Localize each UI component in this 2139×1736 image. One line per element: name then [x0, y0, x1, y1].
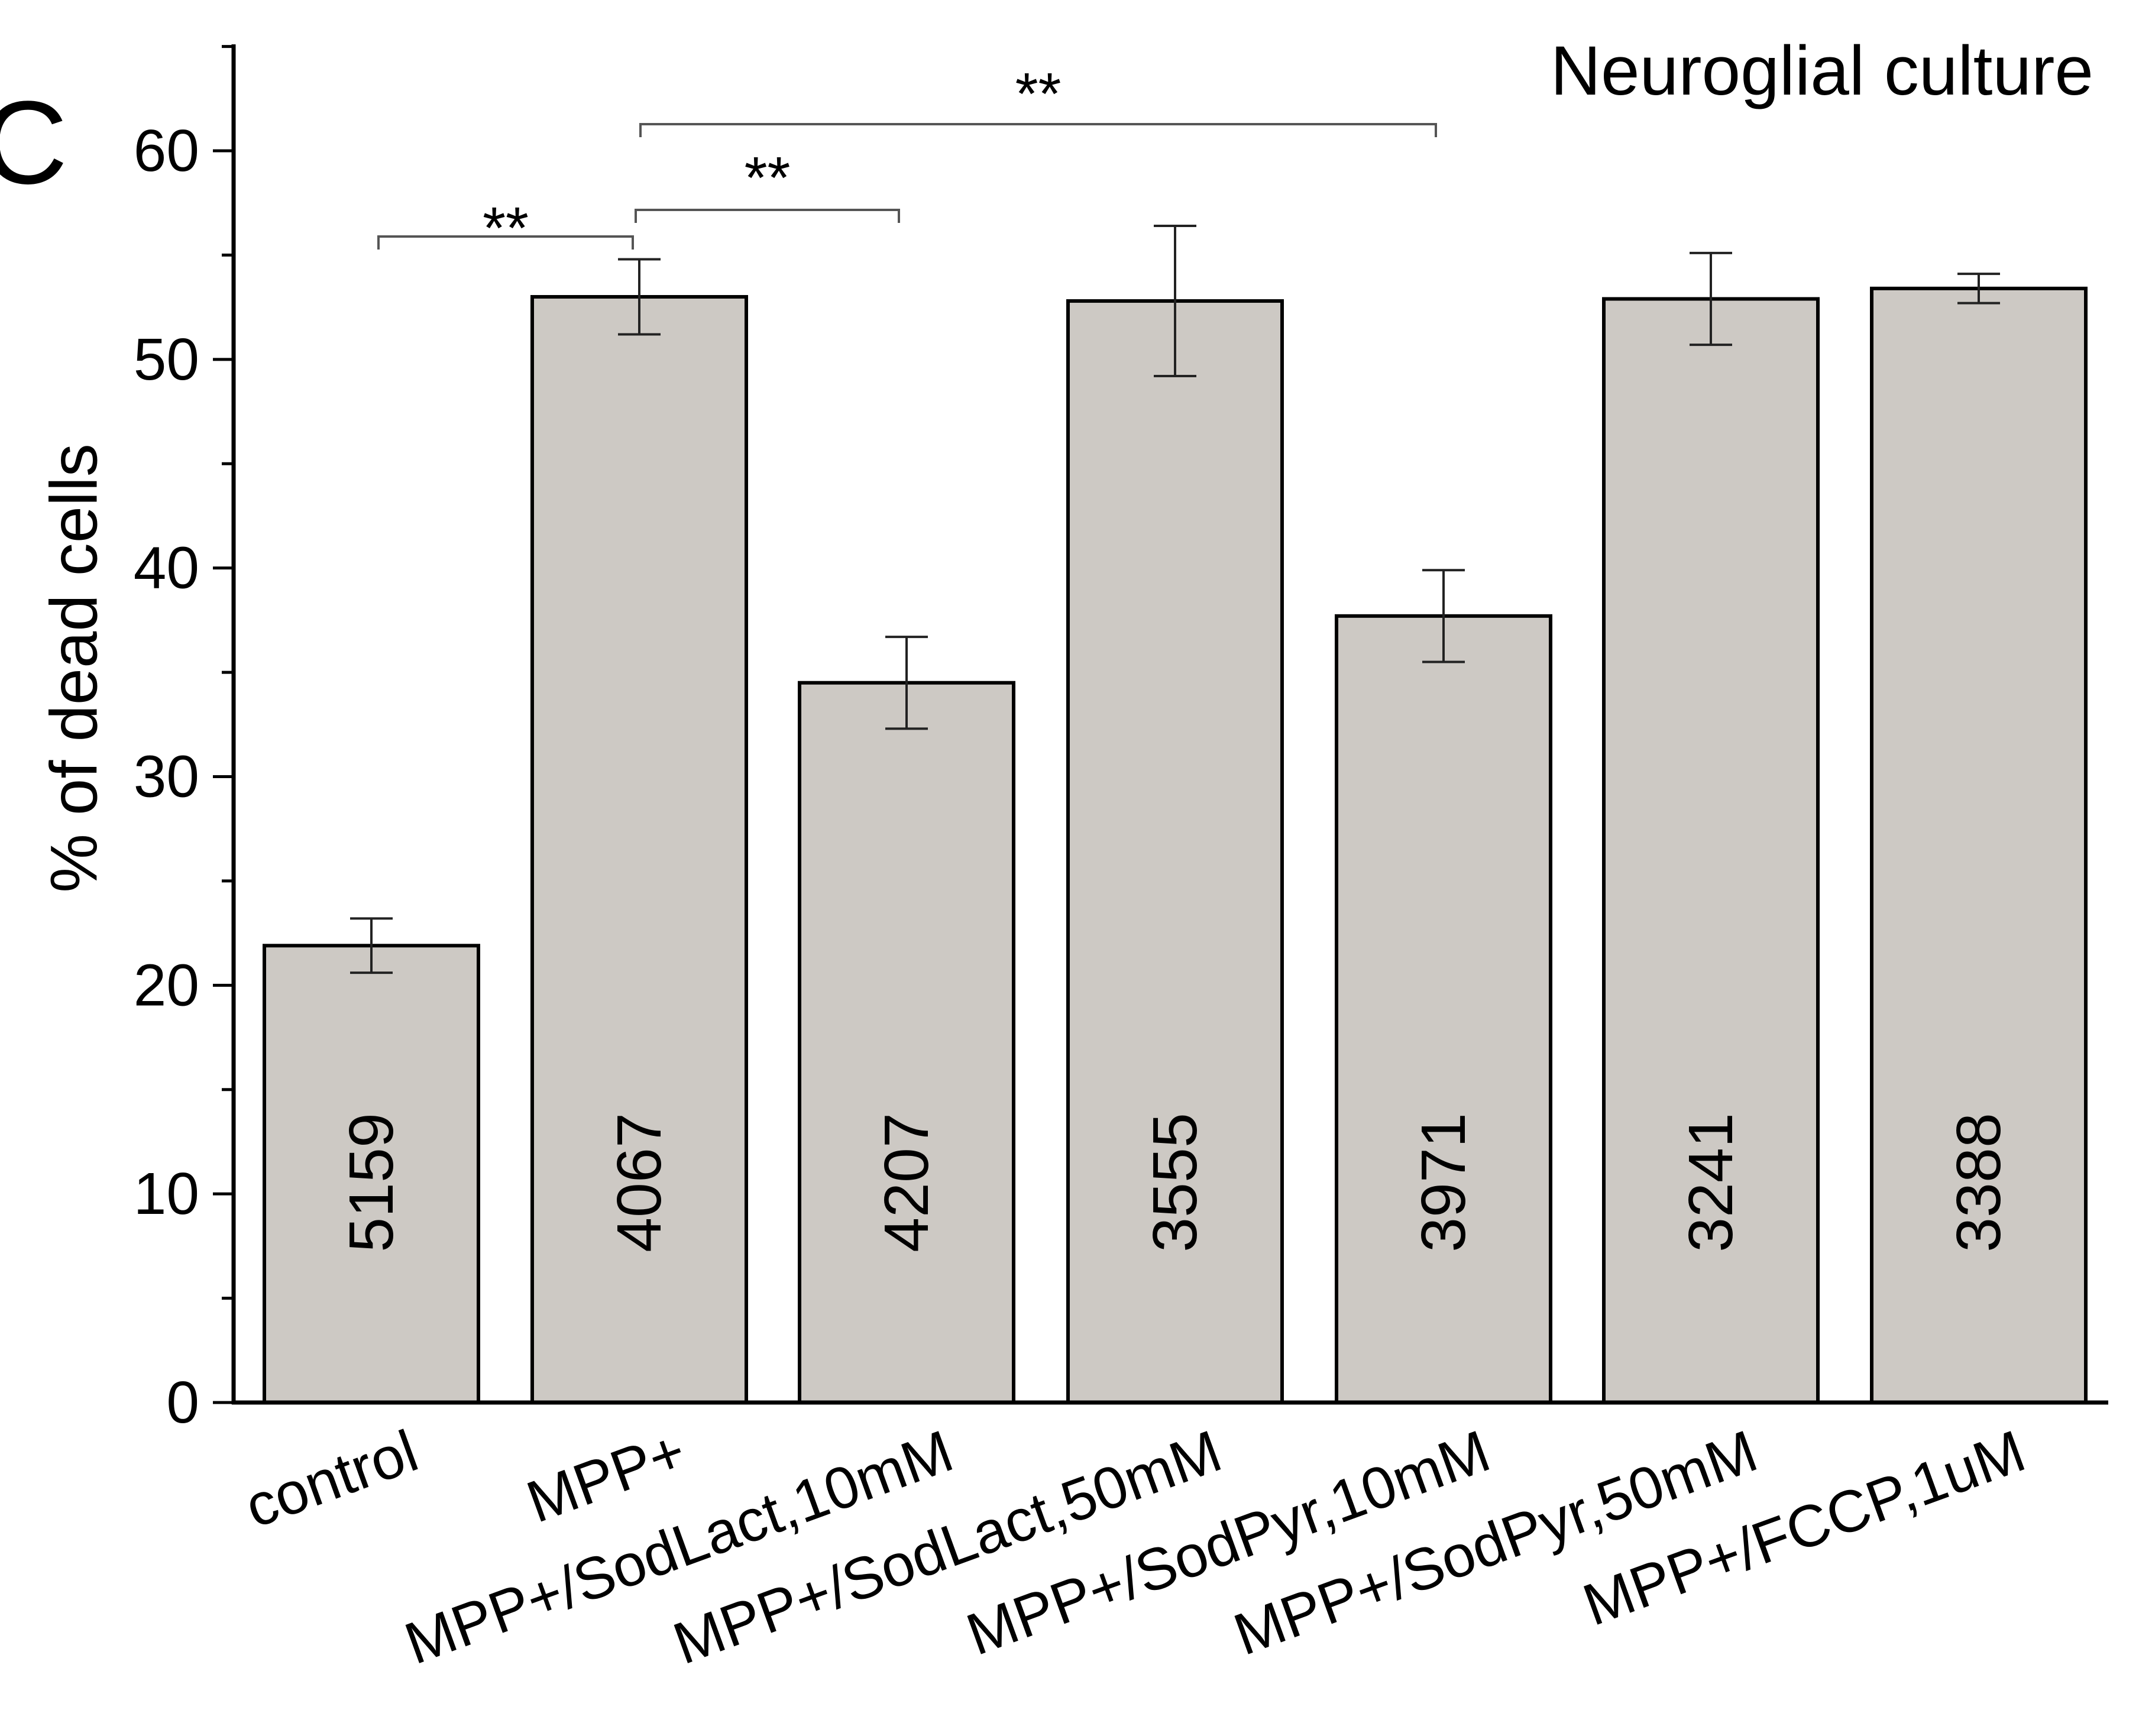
sample-size-label: 4207 [872, 1113, 941, 1252]
y-tick-label: 40 [134, 535, 199, 601]
axes-layer: 0 10 20 30 40 50 60 [134, 44, 2108, 1436]
y-tick-label: 10 [134, 1161, 199, 1227]
error-bar [1154, 225, 1196, 378]
significance-bracket: ** [377, 195, 634, 261]
error-bar [1957, 273, 2000, 305]
y-axis-label: % of dead cells [37, 443, 111, 893]
significance-bracket: ** [635, 145, 900, 223]
error-bars-layer [350, 225, 2000, 974]
sample-size-label: 4067 [604, 1113, 674, 1252]
sample-size-labels-layer: 5159 4067 4207 3555 3971 3241 3388 [336, 1113, 2014, 1252]
bar [1066, 299, 1284, 1404]
y-tick-label: 20 [134, 952, 199, 1018]
x-category-label: control [237, 1417, 426, 1540]
significance-label: ** [483, 195, 529, 261]
significance-label: ** [1015, 61, 1062, 127]
panel-label: C [0, 77, 67, 209]
error-bar [885, 636, 928, 730]
bars-layer [263, 286, 2088, 1405]
sample-size-label: 5159 [336, 1113, 406, 1252]
y-tick-label: 30 [134, 744, 199, 810]
sample-size-label: 3388 [1944, 1113, 2014, 1252]
bar [263, 944, 480, 1405]
bar [530, 294, 748, 1405]
bar [1602, 297, 1820, 1404]
significance-bracket: ** [639, 61, 1437, 137]
sample-size-label: 3555 [1140, 1113, 1210, 1252]
chart-title: Neuroglial culture [1551, 32, 2093, 110]
bar [798, 681, 1015, 1404]
significance-layer: ** ** ** [377, 61, 1437, 261]
error-bar [1690, 251, 1732, 346]
y-tick-label: 0 [166, 1369, 199, 1436]
error-bar [350, 917, 393, 974]
x-category-label: MPP+/FCCP,1uM [1575, 1417, 2034, 1638]
y-tick-label: 50 [134, 326, 199, 393]
category-labels-layer: control MPP+MPP+/SodLact,10mMMPP+/SodLact… [237, 1417, 2033, 1677]
sample-size-label: 3241 [1676, 1113, 1746, 1252]
significance-label: ** [745, 145, 791, 211]
error-bar [1422, 569, 1465, 663]
error-bar [618, 258, 661, 336]
sample-size-label: 3971 [1409, 1113, 1478, 1252]
bar [1335, 614, 1552, 1404]
y-tick-label: 60 [134, 118, 199, 184]
